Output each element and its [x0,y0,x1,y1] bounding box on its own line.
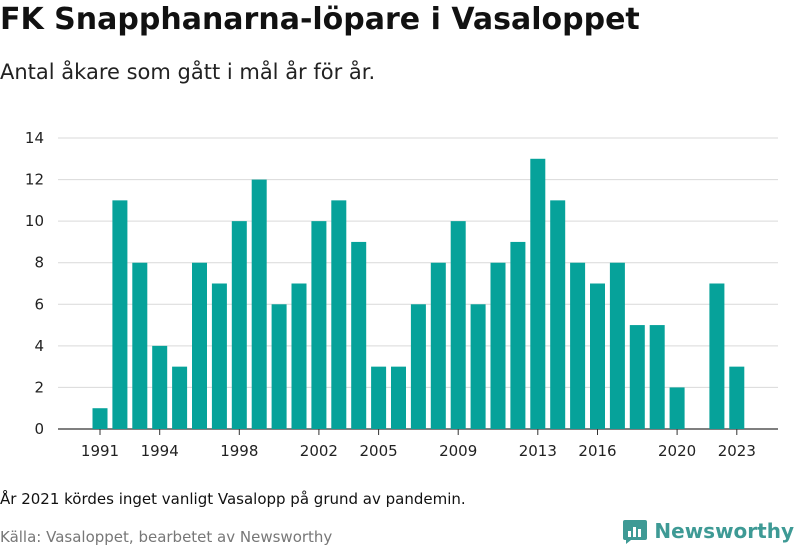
bar-2006 [391,366,406,429]
x-axis-ticks: 1991 1994 1998 2002 2005 2009 2013 2016 2020 2023 [81,429,756,460]
x-tick-label: 1998 [220,442,258,460]
bar-2013 [530,158,546,429]
bar-1992 [112,200,128,429]
bar-2007 [410,304,426,429]
y-tick-label: 12 [25,171,44,189]
bar-2023 [729,366,745,429]
y-tick-label: 2 [34,378,44,396]
bar-2015 [570,262,586,429]
bar-2012 [510,241,526,429]
y-tick-label: 8 [34,254,44,272]
brand-name: Newsworthy [654,519,794,543]
bars [92,158,745,429]
y-tick-label: 14 [25,129,44,147]
bar-2005 [371,366,387,429]
bar-2009 [450,221,466,429]
bar-2008 [430,262,446,429]
bar-2020 [669,387,685,429]
bar-1991 [92,408,108,429]
y-axis-ticks: 0 2 4 6 8 10 12 14 [25,129,44,438]
bar-2004 [351,241,367,429]
bar-chart: 0 2 4 6 8 10 12 14 1991 1994 1998 2002 2005 2009 2013… [25,129,778,460]
bar-2003 [331,200,347,429]
bar-2017 [609,262,625,429]
y-tick-label: 4 [34,337,44,355]
bar-1994 [152,345,168,429]
bar-2016 [590,283,605,429]
x-tick-label: 1991 [81,442,119,460]
bar-2010 [470,304,486,429]
bar-1998 [231,221,247,429]
brand-logo: Newsworthy [622,518,794,544]
chart-subtitle: Antal åkare som gått i mål år för år. [0,60,376,84]
x-tick-label: 2013 [519,442,557,460]
chart-title: FK Snapphanarna-löpare i Vasaloppet [0,2,640,37]
bar-1997 [211,283,227,429]
x-tick-label: 2023 [718,442,756,460]
y-tick-label: 0 [34,420,44,438]
newsworthy-logo-icon [623,520,648,544]
bar-2011 [490,262,506,429]
bar-1993 [132,262,148,429]
bar-2019 [649,325,665,429]
bar-1995 [172,366,188,429]
bar-2018 [629,325,645,429]
y-tick-label: 10 [25,212,44,230]
x-tick-label: 2016 [578,442,616,460]
bar-2014 [550,200,566,429]
bar-2001 [291,283,307,429]
bar-2002 [311,221,327,429]
x-tick-label: 2009 [439,442,477,460]
y-tick-label: 6 [34,295,44,313]
bar-2022 [709,283,725,429]
x-tick-label: 2020 [658,442,696,460]
bar-2000 [271,304,287,429]
x-tick-label: 2005 [360,442,398,460]
footnote: År 2021 kördes inget vanligt Vasalopp på… [0,490,466,508]
x-tick-label: 1994 [141,442,179,460]
x-tick-label: 2002 [300,442,338,460]
bar-1996 [192,262,207,429]
bar-1999 [251,179,267,429]
source-credit: Källa: Vasaloppet, bearbetet av Newswort… [0,528,333,546]
